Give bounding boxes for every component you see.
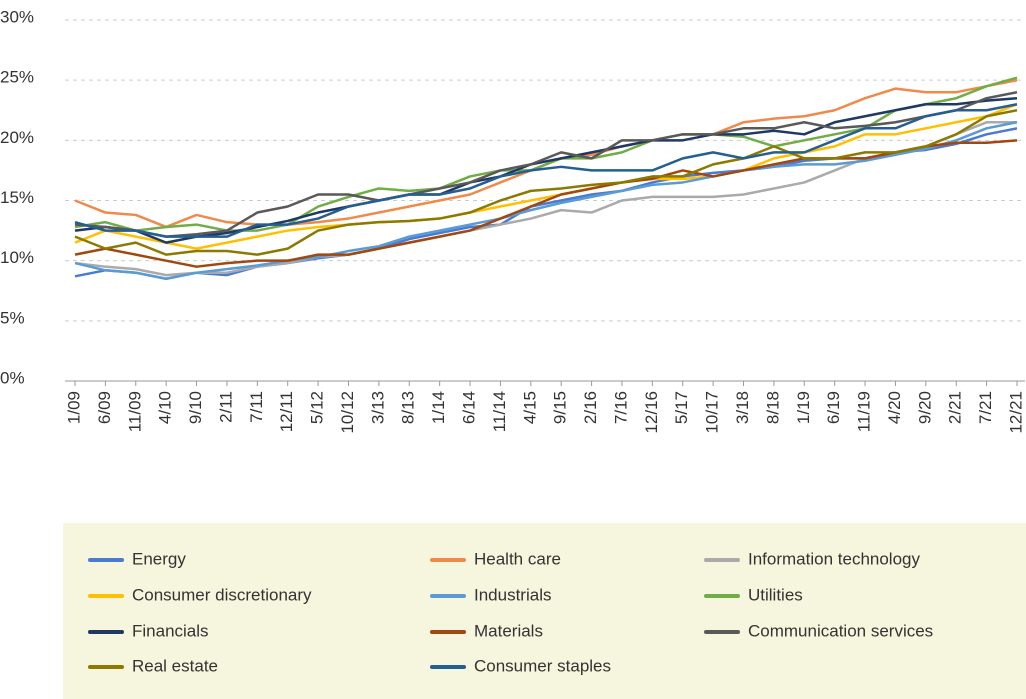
- series-line: [74, 139, 1018, 268]
- legend-label: Financials: [132, 621, 209, 640]
- y-tick-label: 15%: [0, 188, 34, 207]
- x-tick-label: 1/14: [429, 391, 448, 424]
- x-tick-label: 7/16: [611, 391, 630, 424]
- x-tick-label: 12/21: [1006, 391, 1025, 434]
- x-tick-label: 9/15: [551, 391, 570, 424]
- y-tick-label: 5%: [0, 308, 25, 327]
- x-tick-label: 7/21: [976, 391, 995, 424]
- y-tick-label: 20%: [0, 128, 34, 147]
- x-tick-label: 6/09: [95, 391, 114, 424]
- x-tick-label: 6/19: [824, 391, 843, 424]
- x-tick-label: 1/09: [64, 391, 83, 424]
- series-line: [74, 90, 1018, 238]
- x-tick-label: 4/10: [156, 391, 175, 424]
- series-line: [74, 121, 1018, 280]
- x-tick-label: 2/21: [946, 391, 965, 424]
- x-tick-label: 4/15: [520, 391, 539, 424]
- series-line: [74, 109, 1018, 256]
- legend-box: [63, 523, 1026, 699]
- y-tick-label: 10%: [0, 248, 34, 267]
- legend-label: Consumer staples: [474, 656, 611, 675]
- x-tick-label: 2/11: [216, 391, 235, 423]
- x-tick-label: 6/14: [460, 391, 479, 424]
- legend-label: Information technology: [748, 549, 920, 568]
- x-tick-label: 5/17: [672, 391, 691, 424]
- legend-label: Communication services: [748, 621, 933, 640]
- x-tick-label: 2/16: [581, 391, 600, 424]
- x-tick-label: 3/13: [368, 391, 387, 424]
- x-tick-label: 7/11: [247, 391, 266, 423]
- x-tick-label: 11/09: [125, 391, 144, 432]
- y-tick-label: 30%: [0, 7, 34, 26]
- series-line: [74, 103, 1018, 238]
- series-line: [74, 103, 1018, 250]
- x-tick-label: 11/19: [855, 391, 874, 432]
- x-tick-label: 11/14: [490, 391, 509, 432]
- legend-label: Consumer discretionary: [132, 585, 312, 604]
- x-tick-label: 4/20: [885, 391, 904, 424]
- series-line: [74, 127, 1018, 280]
- x-tick-label: 3/18: [733, 391, 752, 424]
- series-line: [74, 96, 1018, 244]
- x-tick-label: 8/18: [763, 391, 782, 424]
- legend-label: Materials: [474, 621, 543, 640]
- legend-label: Utilities: [748, 585, 803, 604]
- x-tick-label: 12/16: [642, 391, 661, 434]
- x-tick-label: 12/11: [277, 391, 296, 432]
- x-tick-label: 9/10: [186, 391, 205, 424]
- y-tick-label: 25%: [0, 68, 34, 87]
- x-tick-label: 8/13: [399, 391, 418, 424]
- legend-label: Real estate: [132, 656, 218, 675]
- x-tick-label: 9/20: [915, 391, 934, 424]
- legend-label: Health care: [474, 549, 561, 568]
- y-tick-label: 0%: [0, 368, 25, 387]
- legend-label: Industrials: [474, 585, 551, 604]
- x-tick-label: 1/19: [794, 391, 813, 424]
- legend-label: Energy: [132, 549, 186, 568]
- x-tick-label: 10/17: [703, 391, 722, 434]
- x-tick-label: 5/12: [308, 391, 327, 424]
- x-tick-label: 10/12: [338, 391, 357, 434]
